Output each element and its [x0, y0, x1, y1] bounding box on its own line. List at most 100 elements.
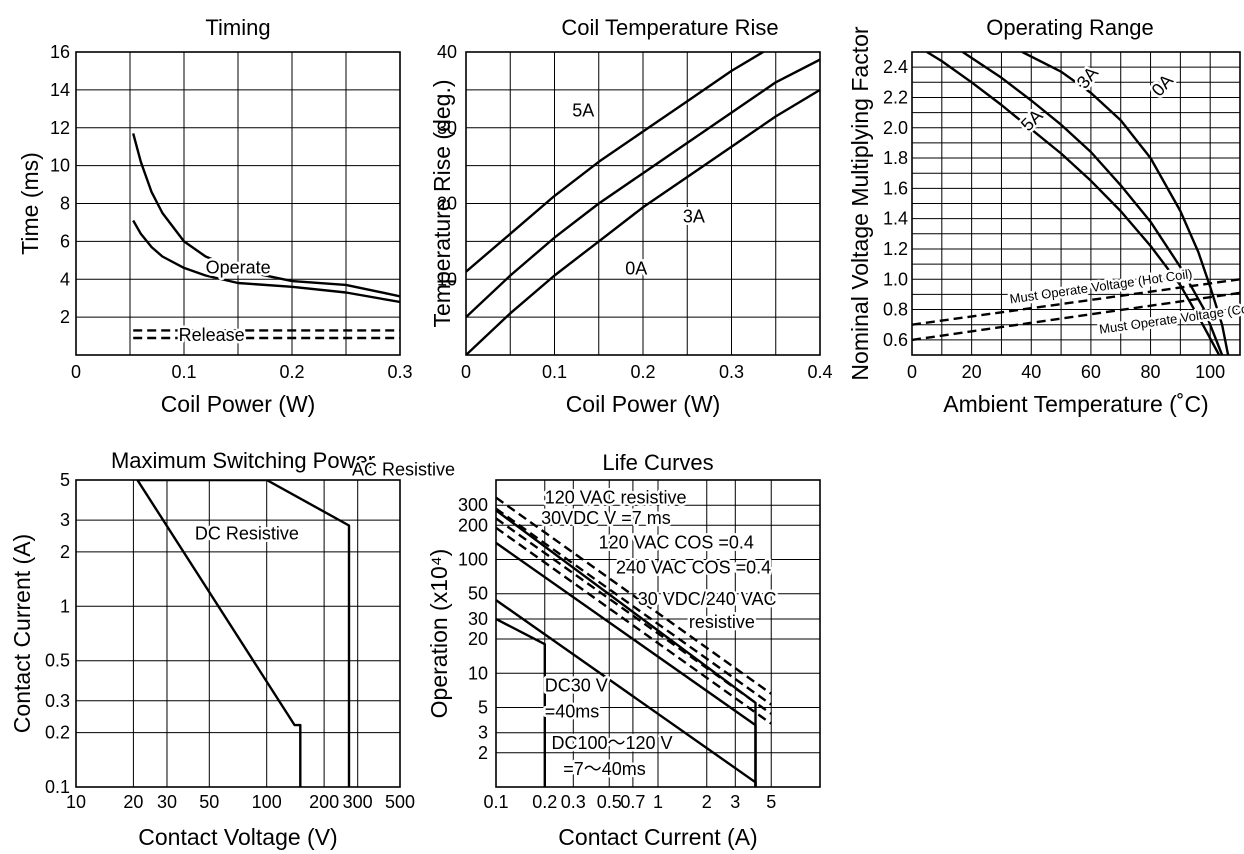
series-group	[496, 496, 772, 787]
series-line-0	[466, 52, 766, 273]
y-tick-label: 1.6	[883, 178, 908, 198]
series-line-0	[496, 496, 772, 695]
annotation-text: DC30 V	[545, 676, 608, 696]
series-line-1	[132, 219, 400, 304]
x-tick-label: 50	[199, 792, 219, 812]
y-tick-label: 0.5	[45, 651, 70, 671]
y-tick-label: 12	[50, 118, 70, 138]
y-tick-label: 1.0	[883, 269, 908, 289]
annotation-text: =40ms	[545, 701, 600, 721]
y-tick-label: 3	[60, 510, 70, 530]
chart-title: Operating Range	[986, 15, 1154, 40]
y-tick-label: 1.8	[883, 148, 908, 168]
chart-title: Maximum Switching Power	[111, 448, 375, 473]
annotation-text: 30VDC V =7 ms	[541, 508, 671, 528]
y-tick-label: 50	[468, 584, 488, 604]
plot-frame	[911, 51, 1241, 356]
y-axis-label: Time (ms)	[17, 152, 43, 255]
series-line-1	[962, 52, 1224, 355]
y-tick-label: 0.1	[45, 777, 70, 797]
y-tick-label: 1	[60, 596, 70, 616]
series-group	[132, 133, 400, 340]
series-line-5	[496, 541, 757, 787]
series-group	[912, 52, 1240, 355]
annotation-text: Operate	[206, 258, 271, 278]
y-tick-label: 5	[478, 697, 488, 717]
series-line-7	[496, 617, 546, 787]
y-tick-label: 300	[458, 495, 488, 515]
annotation-text: resistive	[689, 612, 755, 632]
y-tick-label: 4	[60, 269, 70, 289]
x-tick-label: 80	[1141, 362, 1161, 382]
x-tick-label: 3	[730, 792, 740, 812]
x-tick-label: 0.3	[561, 792, 586, 812]
series-line-0	[1021, 52, 1230, 355]
y-tick-label: 0.6	[883, 330, 908, 350]
annotation-label: =7～40ms	[561, 757, 649, 782]
annotation-text: AC Resistive	[352, 459, 455, 479]
x-tick-label: 0	[71, 362, 81, 382]
annotation-label: DC100～120 V	[549, 731, 675, 756]
y-axis-label: Nominal Voltage Multiplying Factor	[847, 26, 873, 380]
x-tick-label: 0.5	[597, 792, 622, 812]
series-line-1	[466, 58, 820, 318]
y-tick-label: 2.0	[883, 118, 908, 138]
x-axis-label: Coil Power (W)	[161, 391, 316, 417]
y-tick-label: 40	[437, 42, 457, 62]
annotation-text: 30 VDC/240 VAC	[638, 589, 777, 609]
x-tick-label: 0.3	[719, 362, 744, 382]
series-line-3	[496, 526, 772, 725]
x-tick-label: 60	[1081, 362, 1101, 382]
x-tick-label: 100	[252, 792, 282, 812]
y-tick-label: 6	[60, 231, 70, 251]
chart-coil_temp: Coil Temperature Rise 0 0.1 0.2 0.3 0.4 10 20 30…	[429, 15, 833, 417]
series-line-6	[496, 599, 757, 787]
series-group	[466, 52, 820, 355]
y-tick-label: 0.3	[45, 691, 70, 711]
x-tick-label: 0.3	[387, 362, 412, 382]
x-tick-label: 10	[66, 792, 86, 812]
chart-title: Timing	[205, 15, 270, 40]
y-tick-label: 2	[60, 542, 70, 562]
x-tick-label: 300	[343, 792, 373, 812]
x-axis-label: Contact Current (A)	[558, 824, 757, 850]
y-tick-label: 10	[437, 269, 457, 289]
x-tick-label: 0.1	[542, 362, 567, 382]
y-tick-label: 0.2	[45, 723, 70, 743]
x-tick-label: 500	[385, 792, 415, 812]
y-tick-label: 0.8	[883, 300, 908, 320]
y-tick-label: 2	[60, 307, 70, 327]
x-tick-label: 30	[157, 792, 177, 812]
annotation-label: 30VDC V =7 ms	[539, 506, 674, 531]
series-line-2	[926, 52, 1221, 355]
y-tick-label: 20	[437, 194, 457, 214]
x-tick-label: 1	[653, 792, 663, 812]
annotation-label: Release	[176, 322, 247, 347]
annotation-label: 5A	[570, 98, 597, 123]
x-tick-label: 200	[309, 792, 339, 812]
y-axis-label: Operation (x10⁴)	[426, 549, 452, 719]
x-tick-label: 2	[702, 792, 712, 812]
x-tick-label: 5	[766, 792, 776, 812]
y-tick-label: 30	[468, 609, 488, 629]
y-tick-label: 1.4	[883, 209, 908, 229]
annotation-text: 120 VAC resistive	[545, 488, 687, 508]
chart-operating_range: Operating Range 0 20 40 60 80 100 0.6 0.8 1.0 1.2 1…	[847, 15, 1244, 417]
y-tick-label: 200	[458, 515, 488, 535]
series-line-0	[132, 133, 400, 298]
annotation-text: 240 VAC COS =0.4	[616, 558, 771, 578]
x-tick-label: 0	[461, 362, 471, 382]
series-line-1	[136, 480, 302, 787]
series-line-0	[137, 480, 351, 787]
annotation-label: =40ms	[542, 699, 602, 724]
series-line-2	[466, 88, 820, 355]
annotation-text: 120 VAC COS =0.4	[599, 532, 754, 552]
y-tick-label: 3	[478, 723, 488, 743]
x-tick-label: 0.4	[807, 362, 832, 382]
plot-frame	[495, 479, 821, 788]
plot-frame	[75, 51, 401, 356]
y-tick-label: 14	[50, 80, 70, 100]
x-tick-label: 100	[1195, 362, 1225, 382]
annotation-label: Must Operate Voltage (Hot Coil)	[1006, 263, 1196, 308]
